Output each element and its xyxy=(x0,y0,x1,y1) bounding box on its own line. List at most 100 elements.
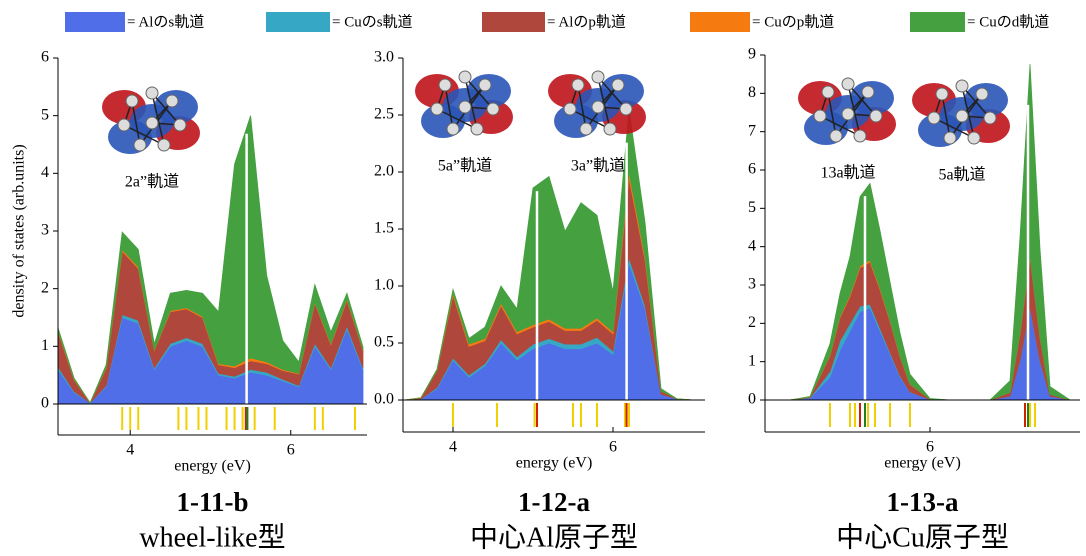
legend-swatch xyxy=(690,12,750,32)
legend-label: = Cuのs軌道 xyxy=(332,13,413,30)
orbital-atom xyxy=(862,86,874,98)
chart-title: 1-12-a xyxy=(518,487,590,517)
orbital-atom xyxy=(471,123,483,135)
y-tick-label: 5 xyxy=(748,199,756,216)
legend-label: = Cuのp軌道 xyxy=(752,13,834,30)
orbital-atom xyxy=(822,86,834,98)
orbital-atom xyxy=(459,101,471,113)
orbital-atom xyxy=(976,88,988,100)
y-tick-label: 6 xyxy=(748,161,756,178)
annotation: 5a”軌道 xyxy=(438,157,492,175)
orbital-atom xyxy=(580,123,592,135)
annotation: 5a軌道 xyxy=(938,166,985,184)
legend-swatch xyxy=(482,12,545,32)
orbital-atom xyxy=(174,119,186,131)
orbital-atom xyxy=(592,101,604,113)
orbital-atom xyxy=(572,79,584,91)
orbital-atom xyxy=(479,79,491,91)
y-tick-label: 4 xyxy=(748,237,756,254)
legend-swatch xyxy=(910,12,965,32)
legend-label: = Alのs軌道 xyxy=(127,13,204,30)
x-axis-label: energy (eV) xyxy=(884,455,961,472)
orbital-atom xyxy=(439,79,451,91)
orbital-atom xyxy=(984,112,996,124)
orbital-atom xyxy=(459,71,471,83)
chart-subtitle: 中心Al原子型 xyxy=(470,521,638,553)
x-tick-label: 4 xyxy=(126,442,134,459)
orbital-atom xyxy=(968,132,980,144)
orbital-atom xyxy=(956,110,968,122)
orbital-atom xyxy=(431,103,443,115)
y-axis-label: density of states (arb.units) xyxy=(11,144,28,317)
y-tick-label: 3.0 xyxy=(374,49,394,66)
chart-subtitle: 中心Cu原子型 xyxy=(836,521,1009,553)
y-tick-label: 1.5 xyxy=(374,220,394,237)
orbital-image xyxy=(798,78,896,145)
orbital-atom xyxy=(166,95,178,107)
y-tick-label: 3 xyxy=(748,276,756,293)
orbital-image xyxy=(415,71,513,138)
annotation: 3a”軌道 xyxy=(571,157,625,175)
orbital-image xyxy=(102,87,200,154)
y-tick-label: 0 xyxy=(748,391,756,408)
y-tick-label: 2.5 xyxy=(374,106,394,123)
x-tick-label: 6 xyxy=(287,442,295,459)
orbital-atom xyxy=(842,108,854,120)
orbital-atom xyxy=(814,110,826,122)
x-axis-label: energy (eV) xyxy=(516,455,593,472)
y-tick-label: 3 xyxy=(41,222,49,239)
x-tick-label: 6 xyxy=(926,439,934,456)
y-tick-label: 1 xyxy=(748,352,756,369)
orbital-atom xyxy=(126,95,138,107)
orbital-atom xyxy=(146,87,158,99)
legend-label: = Alのp軌道 xyxy=(547,13,626,30)
legend-swatch xyxy=(65,12,125,32)
orbital-atom xyxy=(134,139,146,151)
y-tick-label: 8 xyxy=(748,84,756,101)
annotation: 13a軌道 xyxy=(820,164,875,182)
chart-title: 1-13-a xyxy=(887,487,959,517)
annotation: 2a”軌道 xyxy=(125,173,179,191)
orbital-atom xyxy=(487,103,499,115)
y-tick-label: 0 xyxy=(41,395,49,412)
orbital-image xyxy=(548,71,646,138)
orbital-atom xyxy=(928,112,940,124)
y-tick-label: 1 xyxy=(41,337,49,354)
y-tick-label: 2 xyxy=(748,314,756,331)
y-tick-label: 2.0 xyxy=(374,163,394,180)
legend-label: = Cuのd軌道 xyxy=(967,13,1049,30)
y-tick-label: 1.0 xyxy=(374,277,394,294)
orbital-atom xyxy=(604,123,616,135)
orbital-atom xyxy=(842,78,854,90)
orbital-atom xyxy=(956,80,968,92)
orbital-atom xyxy=(592,71,604,83)
page: {"chart_data": [ {"type": "stacked-area"… xyxy=(0,0,1086,556)
y-tick-label: 5 xyxy=(41,106,49,123)
y-tick-label: 9 xyxy=(748,46,756,63)
y-tick-label: 4 xyxy=(41,164,49,181)
orbital-atom xyxy=(944,132,956,144)
orbital-atom xyxy=(620,103,632,115)
orbital-image xyxy=(912,80,1010,147)
x-axis-label: energy (eV) xyxy=(174,458,251,475)
chart-subtitle: wheel-like型 xyxy=(139,521,285,553)
x-tick-label: 6 xyxy=(609,439,617,456)
orbital-atom xyxy=(830,130,842,142)
chart: = Alのs軌道 = Cuのs軌道 = Alのp軌道 = Cuのp軌道 = Cuのd軌道… xyxy=(0,0,1086,556)
chart-title: 1-11-b xyxy=(176,487,248,517)
orbital-atom xyxy=(118,119,130,131)
orbital-atom xyxy=(612,79,624,91)
legend-swatch xyxy=(266,12,330,32)
y-tick-label: 6 xyxy=(41,49,49,66)
orbital-atom xyxy=(854,130,866,142)
orbital-atom xyxy=(158,139,170,151)
y-tick-label: 7 xyxy=(748,122,756,139)
orbital-atom xyxy=(447,123,459,135)
y-tick-label: 2 xyxy=(41,279,49,296)
orbital-atom xyxy=(936,88,948,100)
y-tick-label: 0.0 xyxy=(374,391,394,408)
orbital-atom xyxy=(564,103,576,115)
orbital-atom xyxy=(146,117,158,129)
y-tick-label: 0.5 xyxy=(374,334,394,351)
x-tick-label: 4 xyxy=(449,439,457,456)
